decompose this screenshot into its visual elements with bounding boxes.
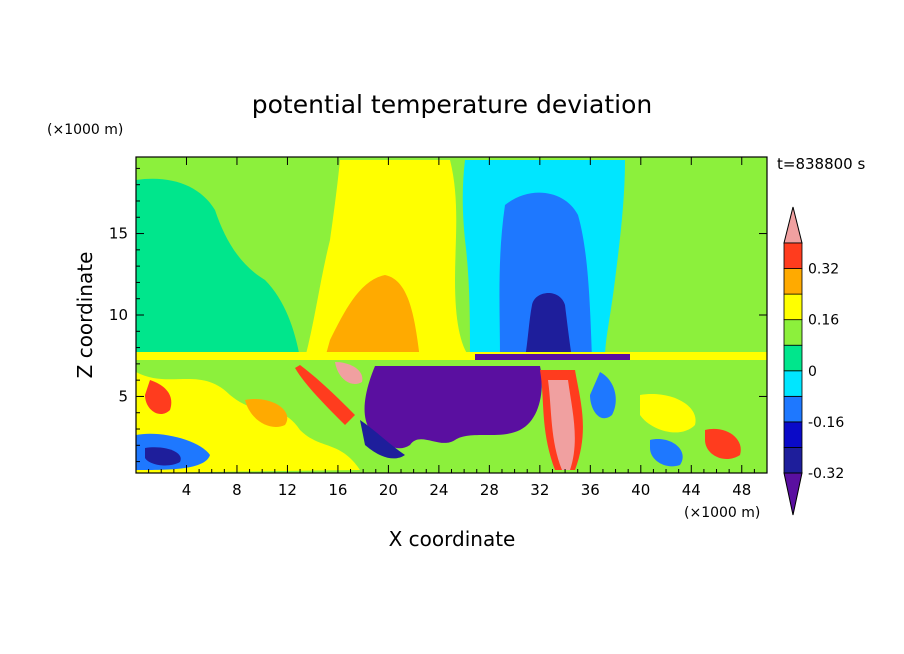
colorbar-extend-max <box>783 206 803 244</box>
x-tick-label: 4 <box>182 481 192 499</box>
colorbar-box <box>783 344 803 372</box>
colorbar-box <box>783 370 803 397</box>
warm-plume-upper <box>305 160 470 358</box>
x-tick-label: 36 <box>581 481 600 499</box>
y-unit-label: (×1000 m) <box>47 122 123 138</box>
lower-orange-eddy <box>245 399 288 428</box>
x-axis-ticks: 4 8 12 16 20 24 28 32 36 40 44 48 <box>148 157 755 499</box>
colorbar-box <box>783 293 803 321</box>
y-tick-label: 15 <box>109 225 128 243</box>
x-tick-label: 44 <box>682 481 701 499</box>
y-tick-label: 5 <box>118 387 128 405</box>
x-tick-label: 8 <box>232 481 242 499</box>
colorbar-box <box>783 268 803 295</box>
colorbar-tick-label: 0 <box>808 364 817 380</box>
time-label: t=838800 s <box>777 155 865 173</box>
contour-field <box>136 157 767 473</box>
colorbar-extend-min <box>783 472 803 516</box>
y-tick-label: 10 <box>109 306 128 324</box>
warm-plume-core <box>325 275 420 358</box>
lower-blue-eddy-right-2 <box>650 439 683 467</box>
cold-column-mid <box>499 192 592 358</box>
x-tick-label: 16 <box>328 481 347 499</box>
y-axis-label: Z coordinate <box>73 252 97 379</box>
colorbar-tick-label: -0.16 <box>808 415 844 431</box>
lower-red-eddy-1 <box>145 380 172 415</box>
colorbar-tick-label: 0.16 <box>808 313 839 329</box>
colorbar-box <box>783 421 803 448</box>
colorbar-box <box>783 447 803 474</box>
cold-column-core <box>525 292 572 358</box>
x-tick-label: 24 <box>429 481 448 499</box>
lower-red-streak <box>295 365 355 425</box>
lower-blue-eddy-right <box>590 372 616 419</box>
x-axis-label: X coordinate <box>389 527 516 551</box>
colorbar-box <box>783 319 803 346</box>
x-tick-label: 40 <box>631 481 650 499</box>
x-tick-label: 20 <box>379 481 398 499</box>
lower-cold-pool <box>364 366 542 449</box>
inversion-cold-lens <box>475 354 630 362</box>
x-unit-label: (×1000 m) <box>684 505 760 521</box>
colorbar-tick-label: -0.32 <box>808 466 844 482</box>
lower-warm-column-core <box>548 380 575 470</box>
left-band-region <box>136 178 300 358</box>
colorbar: -0.32 -0.16 0 0.16 0.32 <box>783 206 844 516</box>
x-tick-label: 48 <box>732 481 751 499</box>
lower-yellow-eddy-right <box>640 394 696 433</box>
x-tick-label: 32 <box>530 481 549 499</box>
inversion-layer <box>136 352 767 360</box>
lower-cold-pool-edge <box>360 420 405 459</box>
y-axis-ticks: 5 10 15 <box>109 167 767 463</box>
lower-red-eddy-right <box>705 428 741 460</box>
lower-pink-eddy <box>335 362 363 384</box>
colorbar-tick-label: 0.32 <box>808 262 839 278</box>
colorbar-box <box>783 242 803 269</box>
chart-title: potential temperature deviation <box>252 90 652 119</box>
colorbar-box <box>783 395 803 423</box>
lower-navy-pool-left <box>145 447 181 466</box>
x-tick-label: 28 <box>480 481 499 499</box>
x-tick-label: 12 <box>278 481 297 499</box>
